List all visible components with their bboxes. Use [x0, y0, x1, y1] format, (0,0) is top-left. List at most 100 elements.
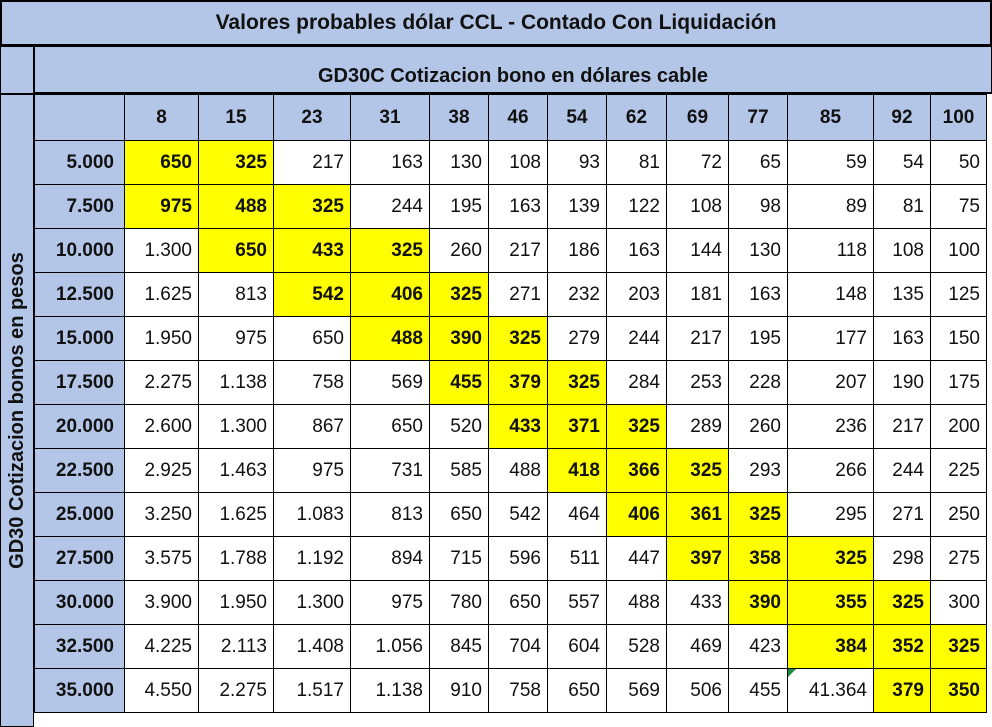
table-cell[interactable]: 244	[350, 184, 430, 229]
table-cell[interactable]: 1.950	[124, 316, 199, 361]
table-cell[interactable]: 293	[728, 448, 788, 493]
table-cell[interactable]: 217	[488, 228, 548, 273]
table-cell[interactable]: 975	[124, 184, 199, 229]
table-cell[interactable]: 406	[606, 492, 667, 537]
table-cell[interactable]: 557	[547, 580, 607, 625]
table-cell[interactable]: 163	[728, 272, 788, 317]
table-cell[interactable]: 433	[666, 580, 729, 625]
table-cell[interactable]: 1.463	[198, 448, 274, 493]
table-cell[interactable]: 108	[666, 184, 729, 229]
table-cell[interactable]: 604	[547, 624, 607, 669]
column-header[interactable]: 38	[429, 94, 489, 141]
table-cell[interactable]: 350	[930, 668, 987, 713]
table-cell[interactable]: 975	[198, 316, 274, 361]
table-cell[interactable]: 41.364	[787, 668, 874, 713]
table-cell[interactable]: 279	[547, 316, 607, 361]
table-cell[interactable]: 469	[666, 624, 729, 669]
table-cell[interactable]: 910	[429, 668, 489, 713]
table-cell[interactable]: 225	[930, 448, 987, 493]
table-cell[interactable]: 447	[606, 536, 667, 581]
table-cell[interactable]: 325	[787, 536, 874, 581]
table-cell[interactable]: 1.788	[198, 536, 274, 581]
table-cell[interactable]: 244	[873, 448, 931, 493]
table-cell[interactable]: 542	[273, 272, 351, 317]
table-cell[interactable]: 423	[728, 624, 788, 669]
row-header[interactable]: 12.500	[34, 272, 125, 317]
column-header[interactable]: 31	[350, 94, 430, 141]
table-cell[interactable]: 325	[198, 140, 274, 185]
table-cell[interactable]: 50	[930, 140, 987, 185]
row-header[interactable]: 35.000	[34, 668, 125, 713]
table-cell[interactable]: 130	[429, 140, 489, 185]
table-cell[interactable]: 72	[666, 140, 729, 185]
table-cell[interactable]: 217	[666, 316, 729, 361]
table-cell[interactable]: 1.408	[273, 624, 351, 669]
table-cell[interactable]: 125	[930, 272, 987, 317]
table-cell[interactable]: 163	[350, 140, 430, 185]
table-cell[interactable]: 89	[787, 184, 874, 229]
table-cell[interactable]: 390	[429, 316, 489, 361]
table-cell[interactable]: 731	[350, 448, 430, 493]
table-cell[interactable]: 325	[273, 184, 351, 229]
table-cell[interactable]: 650	[429, 492, 489, 537]
table-cell[interactable]: 894	[350, 536, 430, 581]
header-corner-cell[interactable]	[34, 94, 125, 141]
table-cell[interactable]: 2.275	[124, 360, 199, 405]
table-cell[interactable]: 300	[930, 580, 987, 625]
table-cell[interactable]: 488	[198, 184, 274, 229]
table-cell[interactable]: 284	[606, 360, 667, 405]
table-cell[interactable]: 397	[666, 536, 729, 581]
table-cell[interactable]: 585	[429, 448, 489, 493]
table-cell[interactable]: 455	[429, 360, 489, 405]
table-cell[interactable]: 228	[728, 360, 788, 405]
table-cell[interactable]: 108	[873, 228, 931, 273]
table-cell[interactable]: 325	[728, 492, 788, 537]
row-header[interactable]: 22.500	[34, 448, 125, 493]
table-cell[interactable]: 355	[787, 580, 874, 625]
table-cell[interactable]: 455	[728, 668, 788, 713]
table-cell[interactable]: 232	[547, 272, 607, 317]
table-cell[interactable]: 1.192	[273, 536, 351, 581]
table-cell[interactable]: 325	[606, 404, 667, 449]
table-cell[interactable]: 195	[429, 184, 489, 229]
corner-cell[interactable]	[0, 46, 34, 94]
table-cell[interactable]: 244	[606, 316, 667, 361]
table-cell[interactable]: 650	[547, 668, 607, 713]
table-cell[interactable]: 325	[488, 316, 548, 361]
table-cell[interactable]: 379	[488, 360, 548, 405]
row-header[interactable]: 30.000	[34, 580, 125, 625]
table-cell[interactable]: 144	[666, 228, 729, 273]
table-cell[interactable]: 175	[930, 360, 987, 405]
table-cell[interactable]: 325	[350, 228, 430, 273]
table-cell[interactable]: 406	[350, 272, 430, 317]
column-header[interactable]: 69	[666, 94, 729, 141]
table-cell[interactable]: 1.083	[273, 492, 351, 537]
table-cell[interactable]: 418	[547, 448, 607, 493]
table-cell[interactable]: 650	[273, 316, 351, 361]
table-cell[interactable]: 177	[787, 316, 874, 361]
table-cell[interactable]: 867	[273, 404, 351, 449]
table-cell[interactable]: 203	[606, 272, 667, 317]
row-header[interactable]: 17.500	[34, 360, 125, 405]
table-cell[interactable]: 75	[930, 184, 987, 229]
table-cell[interactable]: 200	[930, 404, 987, 449]
table-cell[interactable]: 122	[606, 184, 667, 229]
column-header[interactable]: 92	[873, 94, 931, 141]
table-cell[interactable]: 1.950	[198, 580, 274, 625]
table-cell[interactable]: 325	[429, 272, 489, 317]
table-cell[interactable]: 2.925	[124, 448, 199, 493]
table-cell[interactable]: 511	[547, 536, 607, 581]
table-cell[interactable]: 163	[606, 228, 667, 273]
table-cell[interactable]: 1.300	[124, 228, 199, 273]
table-cell[interactable]: 379	[873, 668, 931, 713]
table-cell[interactable]: 325	[666, 448, 729, 493]
table-cell[interactable]: 250	[930, 492, 987, 537]
table-cell[interactable]: 271	[488, 272, 548, 317]
table-cell[interactable]: 3.900	[124, 580, 199, 625]
column-header[interactable]: 46	[488, 94, 548, 141]
table-cell[interactable]: 433	[488, 404, 548, 449]
table-cell[interactable]: 366	[606, 448, 667, 493]
table-cell[interactable]: 1.138	[198, 360, 274, 405]
table-cell[interactable]: 186	[547, 228, 607, 273]
table-cell[interactable]: 650	[198, 228, 274, 273]
